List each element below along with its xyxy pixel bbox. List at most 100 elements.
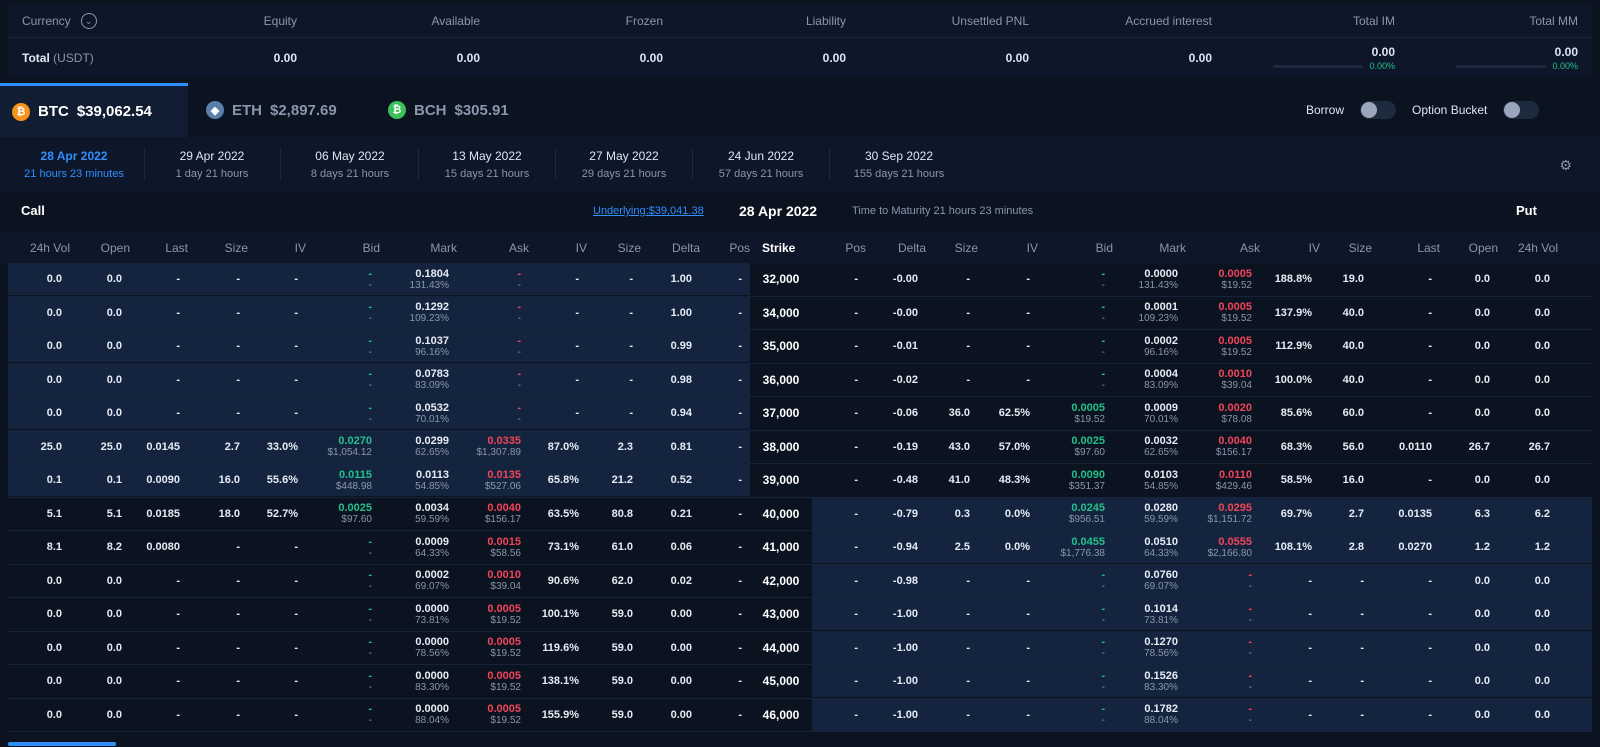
call-bid-cell[interactable]: -- — [368, 297, 372, 329]
put-ask-cell[interactable]: -- — [1248, 565, 1252, 597]
tab-expiry-28-apr[interactable]: 28 Apr 2022 21 hours 23 minutes — [14, 149, 134, 180]
call-ask-cell[interactable]: 0.0005 $19.52 — [487, 665, 521, 697]
put-bid-cell[interactable]: -- — [1101, 263, 1105, 295]
put-ask-cell[interactable]: 0.0010 $39.04 — [1218, 364, 1252, 396]
tab-expiry-06-may[interactable]: 06 May 2022 8 days 21 hours — [290, 149, 410, 180]
put-bid-cell[interactable]: 0.0245 $956.51 — [1069, 498, 1105, 530]
chevron-down-icon[interactable]: ⌄ — [80, 13, 97, 29]
put-ask-cell[interactable]: 0.0295 $1,151.72 — [1208, 498, 1253, 530]
call-bid-cell[interactable]: 0.0115 $448.98 — [336, 464, 372, 496]
put-ask-cell[interactable]: 0.0110 $429.46 — [1216, 464, 1252, 496]
tab-expiry-24-jun[interactable]: 24 Jun 2022 57 days 21 hours — [701, 149, 821, 180]
accrued-interest-header: Accrued interest — [1125, 14, 1212, 28]
put-bid-cell[interactable]: -- — [1101, 330, 1105, 362]
table-row[interactable]: 0.1 0.1 0.0090 16.0 55.6% 0.0115 $448.98 0.0113… — [8, 464, 1592, 498]
call-bid-cell[interactable]: -- — [368, 330, 372, 362]
call-bid-cell[interactable]: 0.0025 $97.60 — [338, 498, 372, 530]
table-row[interactable]: 0.0 0.0- - - - -0.0000 83.30% 0.0005 $19.52 138.1… — [8, 665, 1592, 699]
table-row[interactable]: 5.1 5.1 0.0185 18.0 52.7% 0.0025 $97.60 0.0034 5… — [8, 497, 1592, 531]
tab-expiry-13-may[interactable]: 13 May 2022 15 days 21 hours — [427, 149, 547, 180]
table-row[interactable]: 0.0 0.0- - - - -0.1804 131.43% - - - -1.00- - -0.00-… — [8, 263, 1592, 297]
call-ask-cell[interactable]: -- — [517, 397, 521, 429]
put-ask-cell[interactable]: -- — [1248, 699, 1252, 731]
call-ask-cell[interactable]: 0.0335 $1,307.89 — [477, 431, 522, 463]
put-bid-cell[interactable]: -- — [1101, 565, 1105, 597]
put-ask-cell[interactable]: 0.0555 $2,166.80 — [1208, 531, 1253, 563]
put-ask-cell[interactable]: 0.0040 $156.17 — [1216, 431, 1252, 463]
horizontal-scrollbar-track[interactable] — [0, 742, 1600, 746]
put-ask-iv-cell: 68.3% — [1280, 440, 1312, 453]
put-24h-vol-cell: 0.0 — [1534, 340, 1550, 352]
call-bid-cell[interactable]: -- — [368, 263, 372, 295]
strike-price: 42,000 — [750, 564, 812, 597]
put-bid-cell[interactable]: -- — [1101, 665, 1105, 697]
call-ask-cell[interactable]: 0.0005 $19.52 — [487, 632, 521, 664]
put-bid-cell[interactable]: 0.0025 $97.60 — [1071, 431, 1105, 463]
tab-btc[interactable]: ₿ BTC $39,062.54 — [0, 83, 188, 137]
put-ask-cell[interactable]: -- — [1248, 598, 1252, 630]
quote-sub: 62.65% — [415, 447, 449, 458]
call-ask-cell[interactable]: 0.0015 $58.56 — [487, 531, 521, 563]
put-bid-cell[interactable]: -- — [1101, 699, 1105, 731]
tab-bch[interactable]: ₿ BCH $305.91 — [388, 83, 509, 137]
call-ask-cell[interactable]: -- — [517, 330, 521, 362]
quote-sub: 73.81% — [1144, 614, 1178, 626]
put-size-cell: 43.0 — [948, 440, 970, 453]
call-iv-cell: - — [294, 273, 298, 285]
table-row[interactable]: 0.0 0.0- - - - -0.0000 88.04% 0.0005 $19.52 155.9… — [8, 698, 1592, 732]
put-iv-cell: 0.0% — [1004, 541, 1030, 553]
table-row[interactable]: 0.0 0.0- - - - -0.1292 109.23% - - - -1.00- - -0.00-… — [8, 296, 1592, 330]
call-ask-cell[interactable]: -- — [517, 297, 521, 329]
put-bid-cell[interactable]: -- — [1101, 632, 1105, 664]
call-bid-cell[interactable]: -- — [368, 665, 372, 697]
call-ask-cell[interactable]: 0.0040 $156.17 — [485, 498, 521, 530]
call-ask-cell[interactable]: -- — [517, 364, 521, 396]
underlying-price-link[interactable]: Underlying:$39,041.38 — [593, 205, 704, 217]
call-ask-cell[interactable]: -- — [517, 263, 521, 295]
put-bid-cell[interactable]: -- — [1101, 297, 1105, 329]
tab-expiry-27-may[interactable]: 27 May 2022 29 days 21 hours — [564, 149, 684, 180]
put-ask-cell[interactable]: -- — [1248, 665, 1252, 697]
put-ask-cell[interactable]: 0.0005 $19.52 — [1218, 263, 1252, 295]
call-ask-cell[interactable]: 0.0010 $39.04 — [487, 565, 521, 597]
tab-expiry-30-sep[interactable]: 30 Sep 2022 155 days 21 hours — [839, 149, 959, 180]
call-bid-cell[interactable]: 0.0270 $1,054.12 — [328, 431, 373, 463]
tab-eth[interactable]: ◆ ETH $2,897.69 — [206, 83, 337, 137]
quote-price: - — [1101, 569, 1105, 581]
put-ask-cell[interactable]: 0.0005 $19.52 — [1218, 297, 1252, 329]
call-bid-cell[interactable]: -- — [368, 632, 372, 664]
put-bid-cell[interactable]: -- — [1101, 364, 1105, 396]
table-row[interactable]: 8.1 8.2 0.0080- - - -0.0009 64.33% 0.0015 $58.56… — [8, 531, 1592, 565]
put-bid-cell[interactable]: 0.0090 $351.37 — [1069, 464, 1105, 496]
put-ask-cell[interactable]: 0.0005 $19.52 — [1218, 330, 1252, 362]
put-bid-cell[interactable]: -- — [1101, 598, 1105, 630]
table-row[interactable]: 0.0 0.0- - - - -0.0002 69.07% 0.0010 $39.04 90.6%… — [8, 564, 1592, 598]
call-ask-cell[interactable]: 0.0135 $527.06 — [485, 464, 521, 496]
borrow-toggle[interactable] — [1360, 101, 1397, 119]
call-ask-cell[interactable]: 0.0005 $19.52 — [487, 699, 521, 731]
call-bid-cell[interactable]: -- — [368, 364, 372, 396]
table-row[interactable]: 25.0 25.0 0.0145 2.7 33.0% 0.0270 $1,054.12 0.0… — [8, 430, 1592, 464]
table-row[interactable]: 0.0 0.0- - - - -0.0000 78.56% 0.0005 $19.52 119.6… — [8, 631, 1592, 665]
put-bid-cell[interactable]: 0.0455 $1,776.38 — [1061, 531, 1106, 563]
call-open-cell: 8.2 — [106, 541, 122, 553]
put-24h-vol-cell: 0.0 — [1534, 373, 1550, 386]
call-bid-cell[interactable]: -- — [368, 699, 372, 731]
option-bucket-toggle[interactable] — [1503, 101, 1540, 119]
table-row[interactable]: 0.0 0.0- - - - -0.0000 73.81% 0.0005 $19.52 100.1… — [8, 598, 1592, 632]
call-bid-cell[interactable]: -- — [368, 598, 372, 630]
put-ask-cell[interactable]: 0.0020 $78.08 — [1218, 397, 1252, 429]
call-bid-cell[interactable]: -- — [368, 565, 372, 597]
tab-expiry-29-apr[interactable]: 29 Apr 2022 1 day 21 hours — [152, 149, 272, 180]
table-row[interactable]: 0.0 0.0- - - - -0.0783 83.09% - - - -0.98- - -0.02- -… — [8, 363, 1592, 397]
call-ask-cell[interactable]: 0.0005 $19.52 — [487, 598, 521, 630]
gear-icon[interactable]: ⚙ — [1559, 157, 1572, 173]
put-bid-cell[interactable]: 0.0005 $19.52 — [1071, 397, 1105, 429]
horizontal-scrollbar-thumb[interactable] — [8, 742, 116, 746]
table-row[interactable]: 0.0 0.0- - - - -0.0532 70.01% - - - -0.94- - -0.06 36… — [8, 397, 1592, 431]
call-bid-cell[interactable]: -- — [368, 397, 372, 429]
call-bid-cell[interactable]: -- — [368, 531, 372, 563]
table-row[interactable]: 0.0 0.0- - - - -0.1037 96.16% - - - -0.99- - -0.01- -… — [8, 330, 1592, 364]
put-ask-cell[interactable]: -- — [1248, 632, 1252, 664]
call-mark-cell: 0.0000 83.30% — [415, 665, 449, 697]
